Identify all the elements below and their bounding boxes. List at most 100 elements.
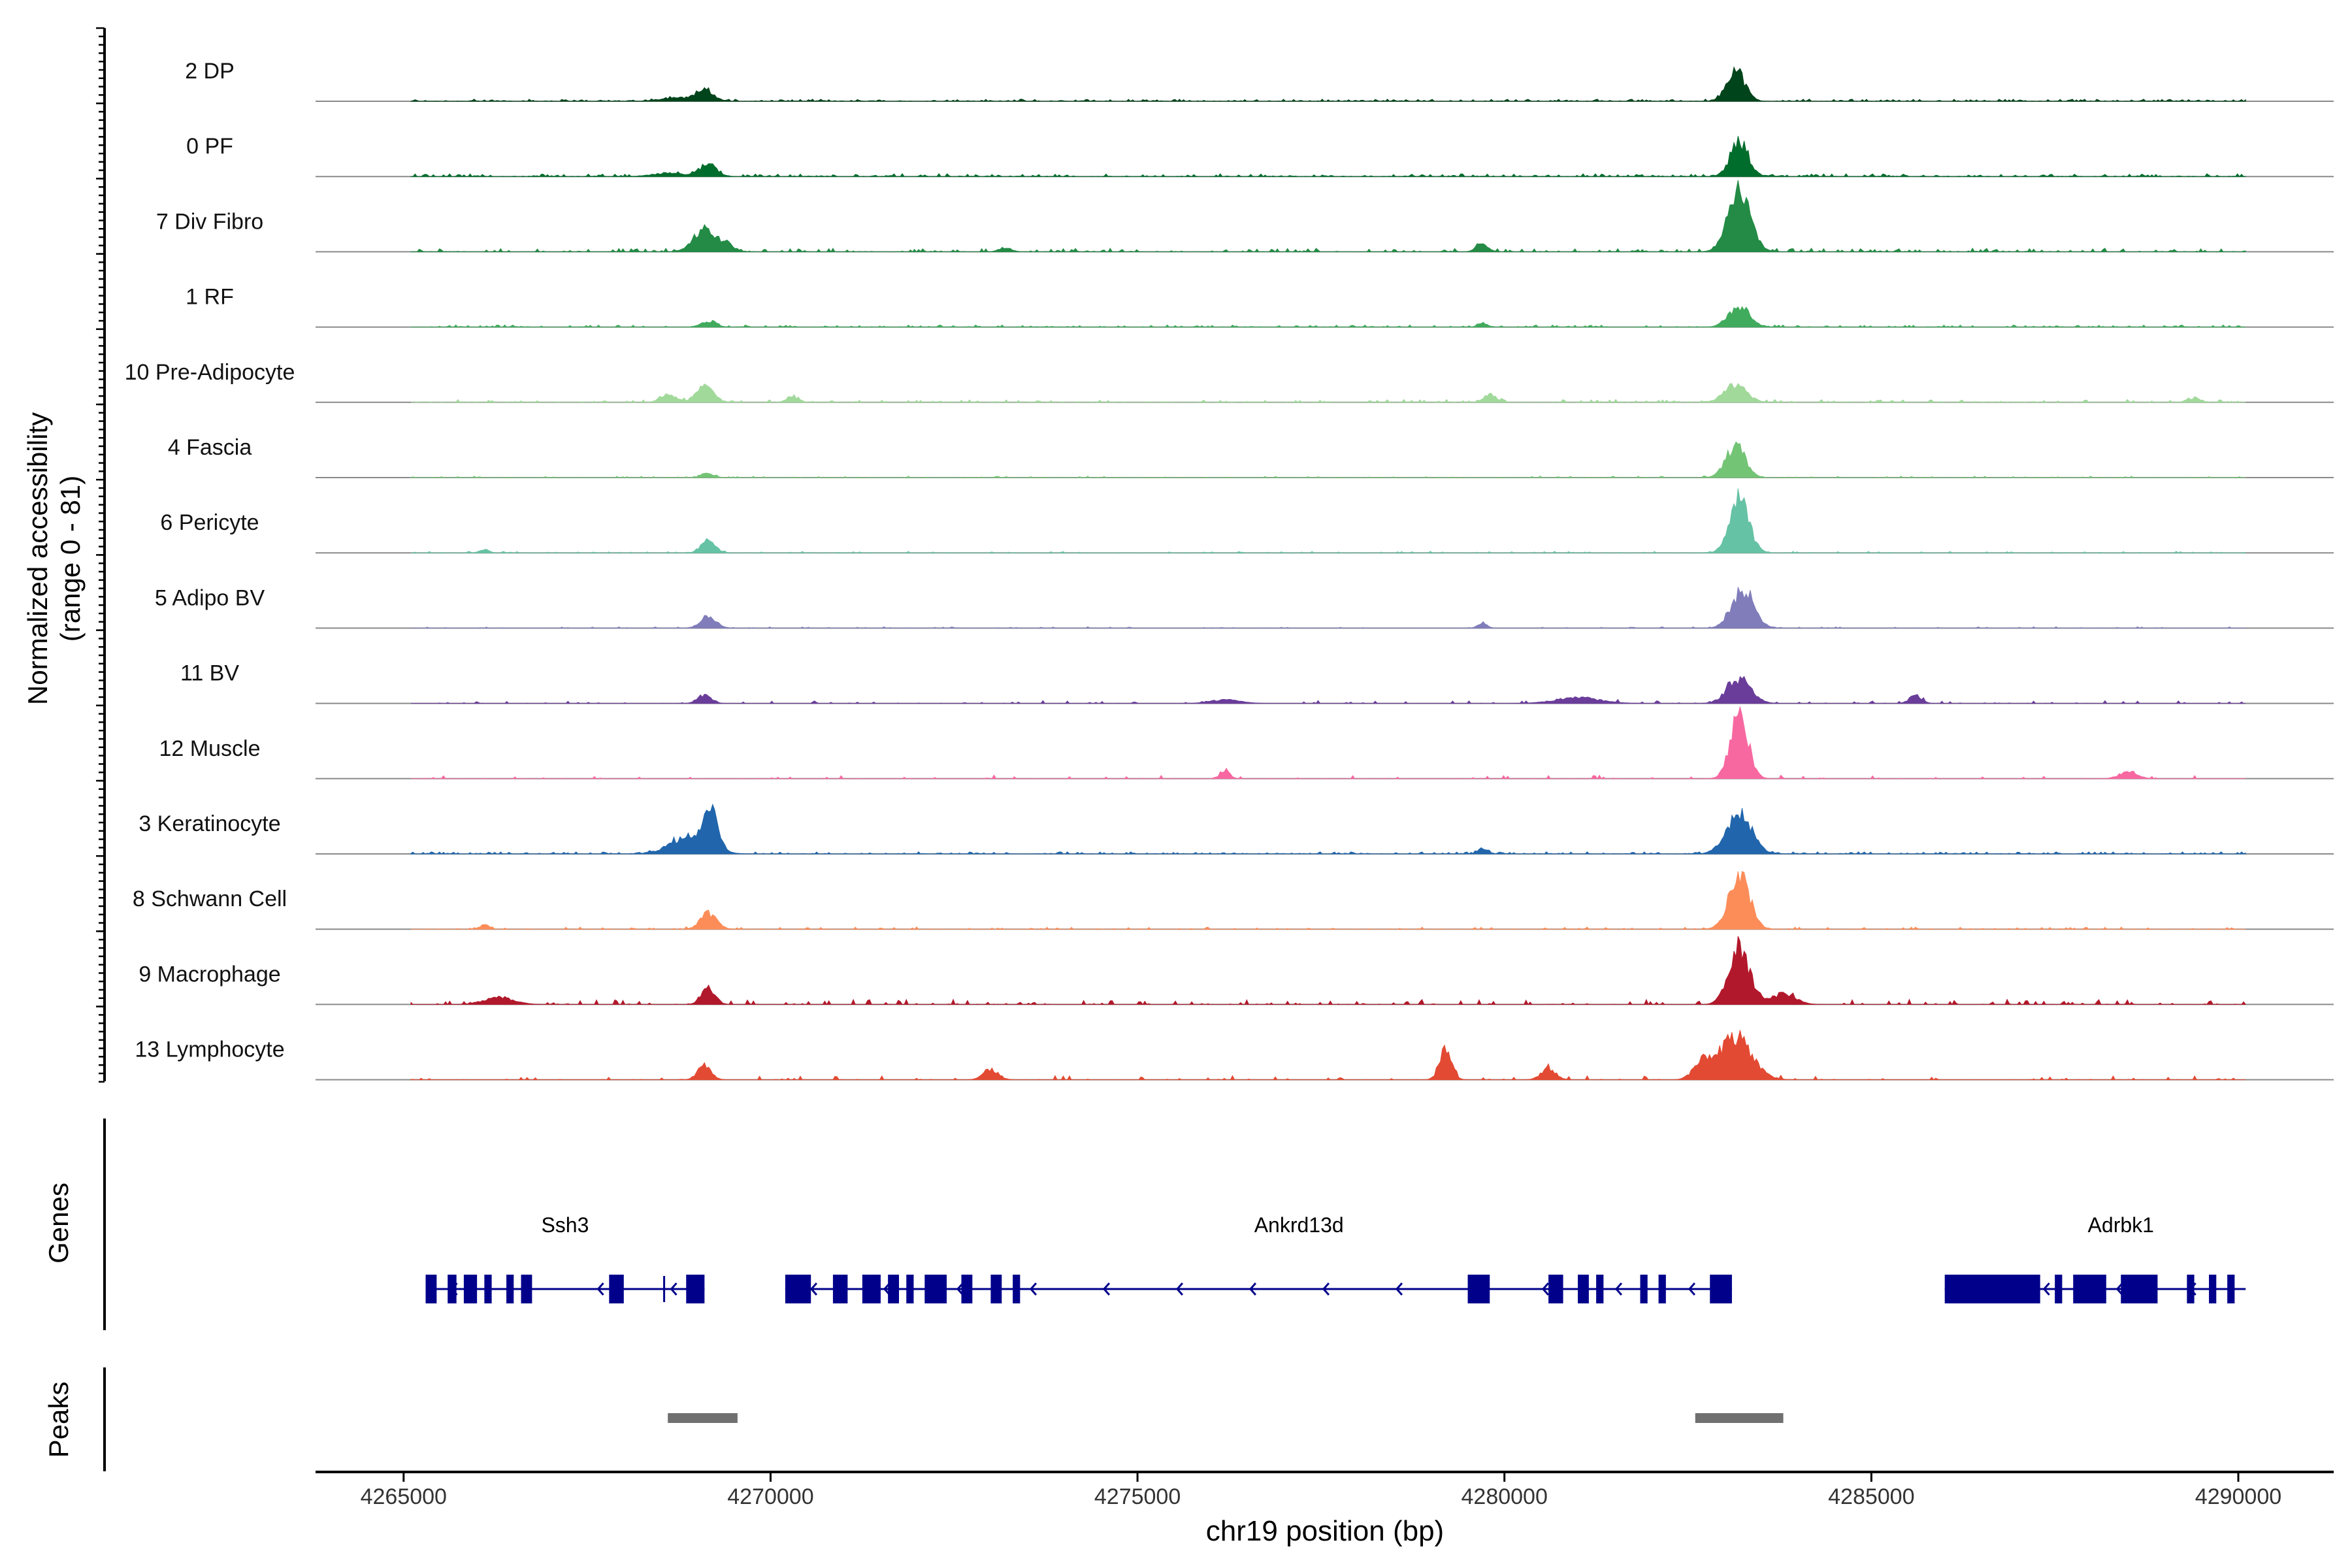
track-label: 3 Keratinocyte — [139, 811, 280, 836]
strand-arrow — [596, 1282, 604, 1296]
track-label: 4 Fascia — [168, 435, 252, 460]
strand-arrow — [809, 1282, 818, 1296]
exon — [506, 1275, 514, 1303]
gene-ssh3: Ssh3 — [425, 1213, 705, 1303]
exon — [521, 1275, 532, 1303]
peak-region — [1695, 1413, 1784, 1423]
coverage-area — [411, 676, 2246, 704]
exon — [1596, 1275, 1604, 1303]
genes-panel: Genes Ssh3 Ankrd13d Adrbk1 — [43, 1119, 2246, 1330]
peak-region — [668, 1413, 738, 1423]
coverage-area — [410, 66, 2246, 102]
exon — [425, 1275, 437, 1303]
track-13-lymphocyte: 13 Lymphocyte — [135, 1030, 2334, 1081]
track-label: 1 RF — [186, 285, 234, 310]
coverage-area — [411, 587, 2246, 629]
exon — [1467, 1275, 1490, 1303]
strand-arrow — [1322, 1282, 1330, 1296]
y-axis — [96, 27, 106, 1083]
coverage-area — [410, 803, 2246, 855]
strand-arrow — [956, 1282, 964, 1296]
exon — [1548, 1275, 1563, 1303]
coverage-area — [410, 936, 2247, 1005]
genes-track-label: Genes — [43, 1183, 74, 1264]
x-tick-label: 4270000 — [727, 1484, 813, 1509]
exon — [2055, 1275, 2063, 1303]
exon — [2073, 1275, 2106, 1303]
x-tick-label: 4275000 — [1094, 1484, 1181, 1509]
coverage-area — [410, 1030, 2246, 1081]
strand-arrow — [1395, 1282, 1403, 1296]
gene-adrbk1: Adrbk1 — [1944, 1213, 2246, 1303]
track-0-pf: 0 PF — [186, 134, 2334, 178]
coverage-area — [411, 383, 2246, 403]
track-11-bv: 11 BV — [180, 661, 2334, 704]
x-axis-title: chr19 position (bp) — [1206, 1515, 1444, 1547]
track-2-dp: 2 DP — [185, 59, 2334, 102]
y-axis-title: Normalized accessibility (range 0 - 81) — [22, 412, 86, 705]
track-12-muscle: 12 Muscle — [159, 706, 2334, 779]
exon — [2227, 1275, 2235, 1303]
strand-arrow — [1029, 1282, 1037, 1296]
exon — [1640, 1275, 1648, 1303]
track-label: 9 Macrophage — [139, 962, 280, 987]
track-label: 12 Muscle — [159, 736, 261, 761]
strand-arrow — [1541, 1282, 1550, 1296]
x-axis: chr19 position (bp) 4265000 4270000 427500… — [316, 1471, 2334, 1547]
track-6-pericyte: 6 Pericyte — [160, 488, 2334, 554]
strand-arrow — [1614, 1282, 1623, 1296]
exon — [924, 1275, 947, 1303]
coverage-area — [410, 441, 2246, 478]
track-8-schwann-cell: 8 Schwann Cell — [133, 871, 2334, 930]
strand-arrow — [2115, 1282, 2123, 1296]
track-label: 11 BV — [180, 661, 239, 686]
track-label: 7 Div Fibro — [156, 209, 263, 234]
coverage-area — [411, 871, 2246, 930]
exon — [2187, 1275, 2195, 1303]
track-4-fascia: 4 Fascia — [168, 435, 2334, 478]
track-label: 2 DP — [185, 59, 235, 84]
exon — [906, 1275, 914, 1303]
track-label: 13 Lymphocyte — [135, 1037, 284, 1062]
gene-label: Adrbk1 — [2088, 1213, 2154, 1237]
exon — [862, 1275, 881, 1303]
x-tick-label: 4290000 — [2195, 1484, 2281, 1509]
x-tick-label: 4280000 — [1462, 1484, 1548, 1509]
exon — [961, 1275, 973, 1303]
track-7-div-fibro: 7 Div Fibro — [156, 180, 2334, 253]
peaks-track-label: Peaks — [43, 1382, 74, 1458]
exon — [1578, 1275, 1589, 1303]
track-label: 10 Pre-Adipocyte — [125, 360, 295, 385]
gene-label: Ssh3 — [541, 1213, 589, 1237]
exon — [1013, 1275, 1021, 1303]
track-9-macrophage: 9 Macrophage — [139, 936, 2334, 1005]
exon — [2209, 1275, 2217, 1303]
exon — [448, 1275, 457, 1303]
x-tick-label: 4265000 — [361, 1484, 447, 1509]
exon — [609, 1275, 624, 1303]
exon — [990, 1275, 1002, 1303]
strand-arrow — [1249, 1282, 1257, 1296]
strand-arrow — [670, 1282, 678, 1296]
track-label: 8 Schwann Cell — [133, 887, 287, 911]
coverage-area — [410, 136, 2246, 177]
y-axis-title-line1: Normalized accessibility — [22, 412, 53, 705]
exon — [484, 1275, 492, 1303]
coverage-area — [411, 488, 2246, 553]
track-label: 6 Pericyte — [160, 510, 259, 535]
exon — [1658, 1275, 1666, 1303]
track-1-rf: 1 RF — [186, 285, 2334, 328]
exon — [686, 1275, 705, 1303]
exon — [463, 1275, 478, 1303]
coverage-area — [410, 180, 2246, 253]
track-10-pre-adipocyte: 10 Pre-Adipocyte — [125, 360, 2334, 403]
exon — [888, 1275, 900, 1303]
exon — [785, 1275, 811, 1303]
track-3-keratinocyte: 3 Keratinocyte — [139, 803, 2334, 855]
strand-arrow — [1102, 1282, 1111, 1296]
exon — [832, 1275, 848, 1303]
gene-ankrd13d: Ankrd13d — [785, 1213, 1732, 1303]
coverage-area — [410, 306, 2246, 328]
track-5-adipo-bv: 5 Adipo BV — [155, 585, 2334, 629]
